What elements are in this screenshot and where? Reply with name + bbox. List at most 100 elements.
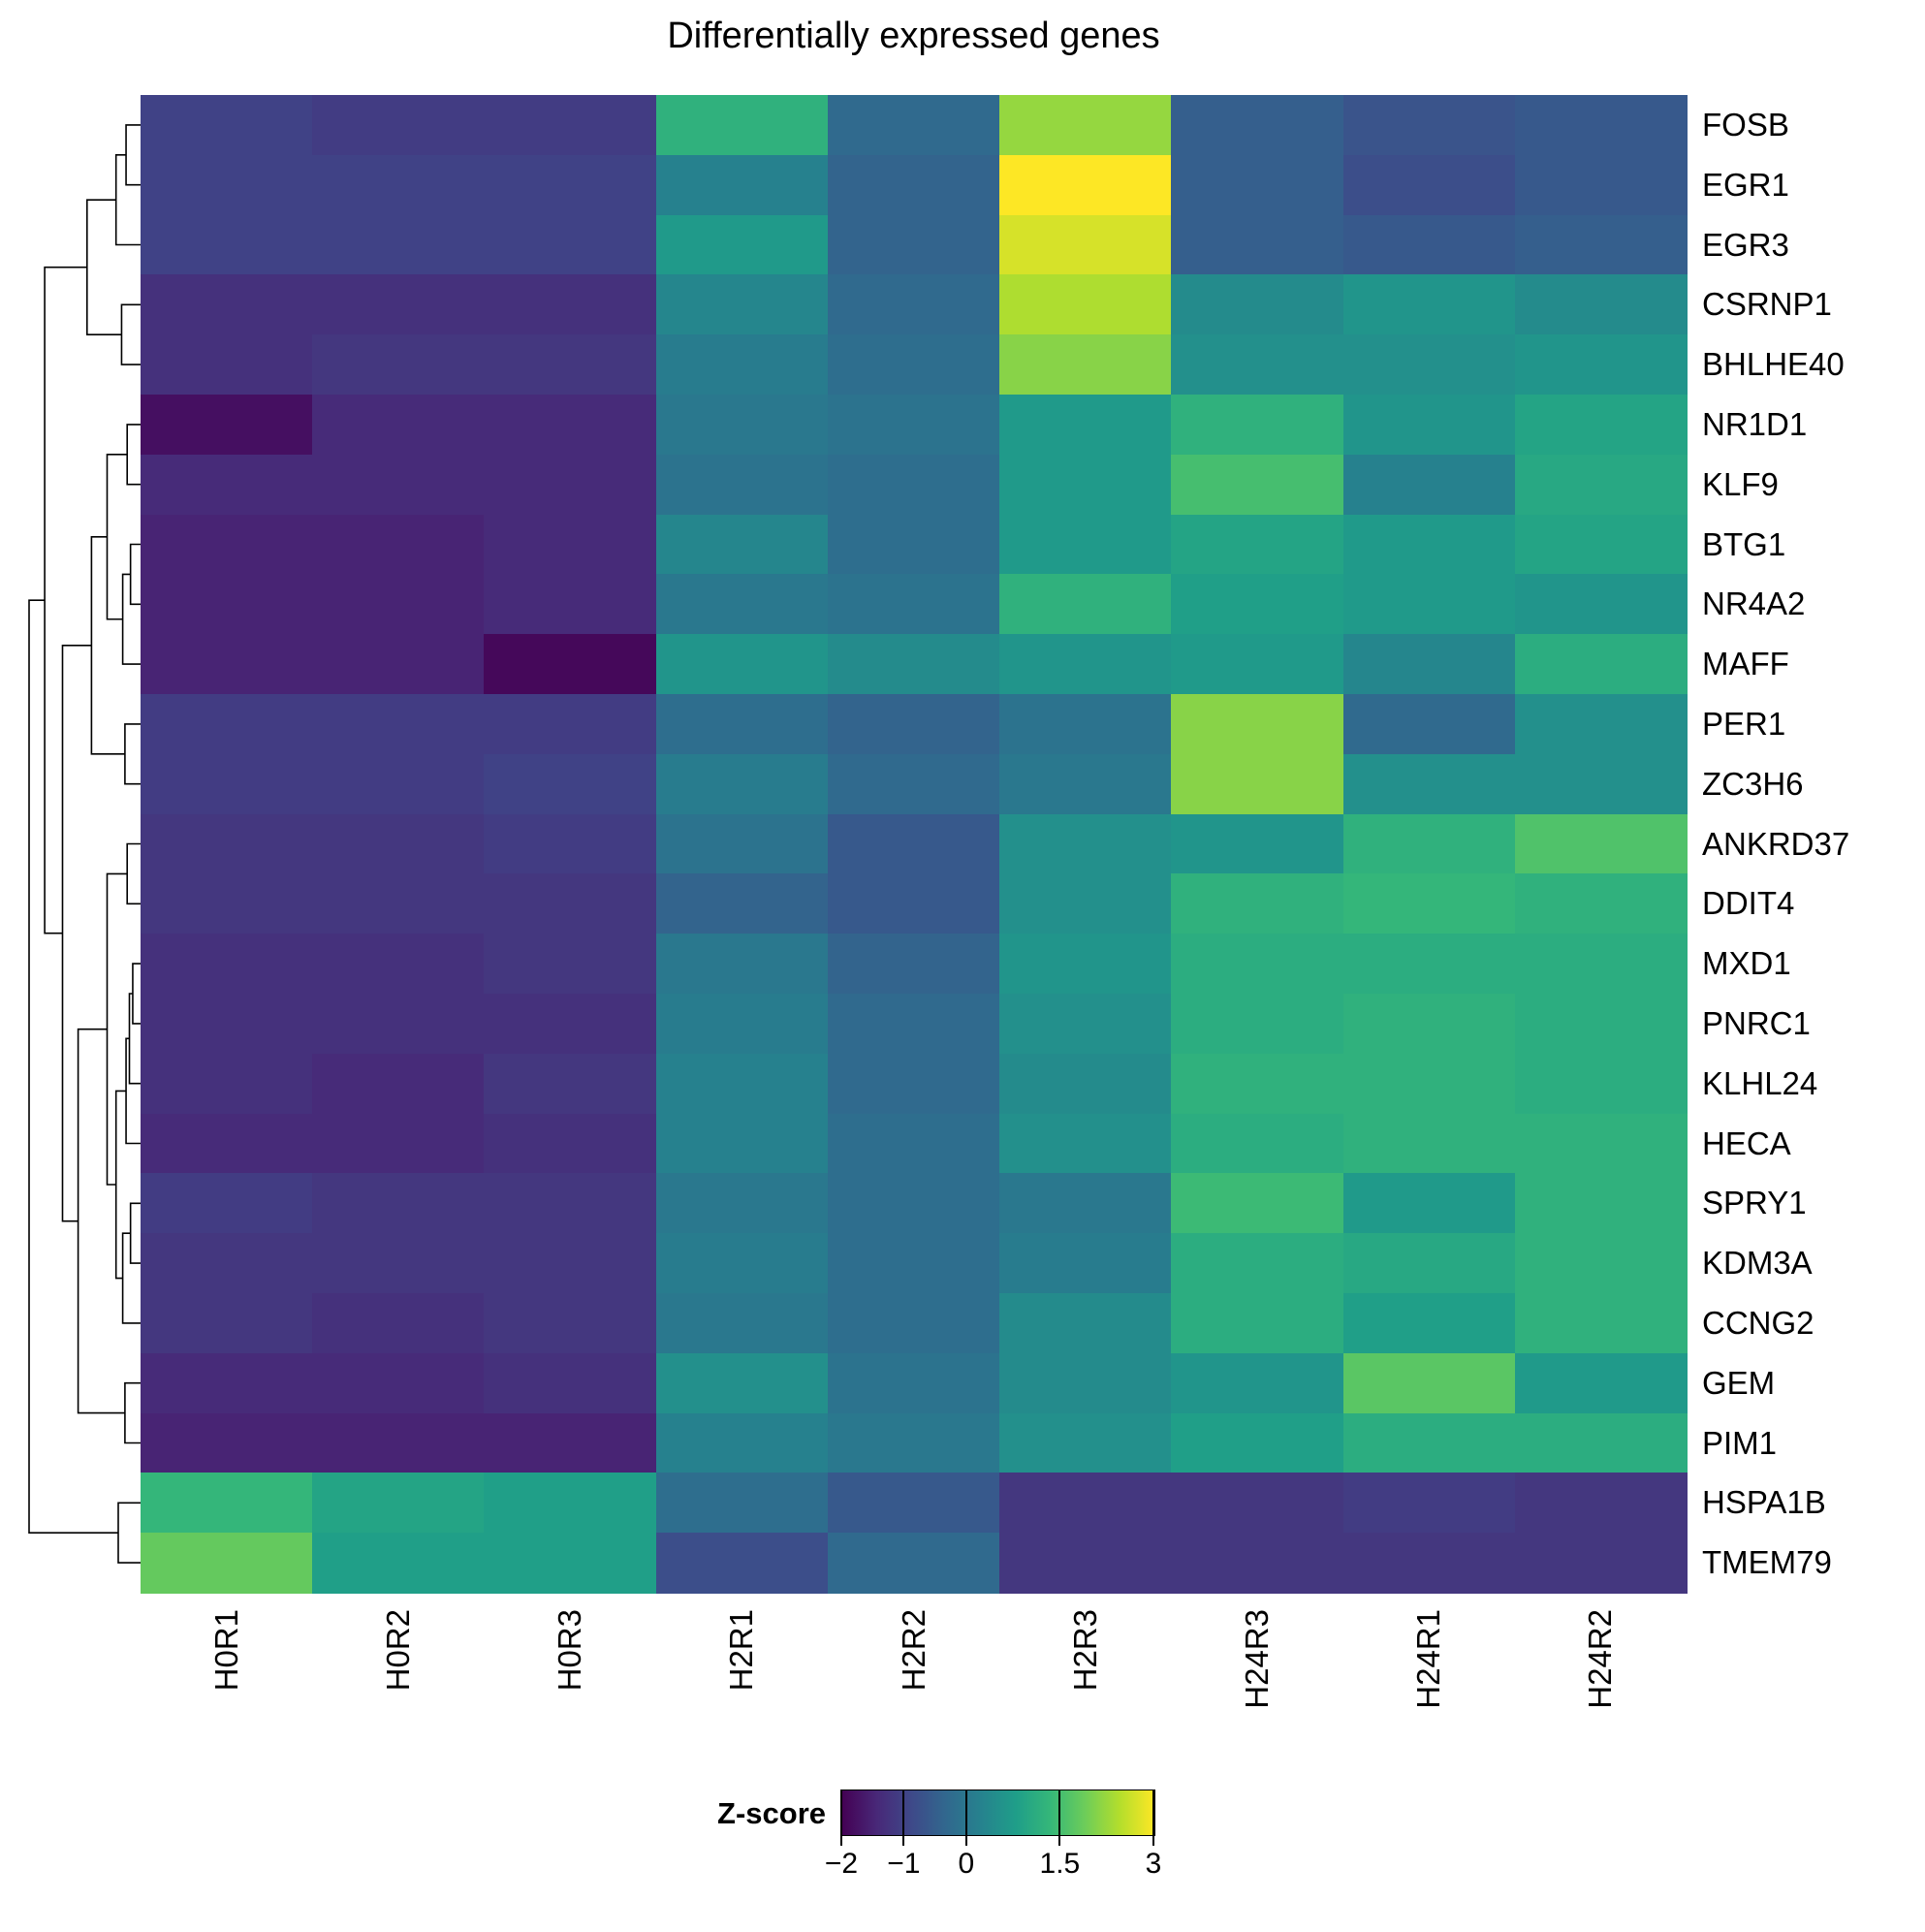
heatmap-cell	[484, 694, 657, 755]
heatmap-cell	[141, 813, 313, 874]
heatmap-cell	[1342, 154, 1516, 216]
row-label: PER1	[1702, 705, 1786, 742]
heatmap-cell	[141, 1293, 313, 1354]
row-label: BHLHE40	[1702, 346, 1845, 383]
heatmap-cell	[1514, 154, 1688, 216]
legend-tick-label: 3	[1145, 1848, 1162, 1880]
legend-tick	[902, 1789, 905, 1846]
heatmap-cell	[1342, 95, 1516, 156]
heatmap-cell	[1514, 753, 1688, 815]
column-label: H24R2	[1582, 1609, 1619, 1709]
heatmap-cell	[1514, 454, 1688, 516]
heatmap-cell	[1514, 95, 1688, 156]
heatmap-cell	[1514, 813, 1688, 874]
heatmap-cell	[999, 694, 1172, 755]
heatmap-cell	[484, 873, 657, 934]
row-label: HSPA1B	[1702, 1484, 1826, 1521]
heatmap-cell	[655, 1233, 829, 1294]
row-label: SPRY1	[1702, 1185, 1807, 1221]
heatmap-cell	[484, 994, 657, 1055]
heatmap-cell	[141, 154, 313, 216]
heatmap-cell	[1342, 1053, 1516, 1115]
heatmap-cell	[827, 1233, 1000, 1294]
legend-tick	[1152, 1789, 1154, 1846]
column-label: H24R1	[1410, 1609, 1447, 1709]
heatmap-cell	[1342, 1233, 1516, 1294]
heatmap-cell	[484, 274, 657, 335]
heatmap-cell	[141, 934, 313, 995]
heatmap-cell	[312, 1412, 486, 1473]
heatmap-cell	[141, 1173, 313, 1234]
heatmap-cell	[999, 1293, 1172, 1354]
heatmap-cell	[655, 694, 829, 755]
heatmap-cell	[827, 395, 1000, 456]
heatmap-cell	[312, 753, 486, 815]
heatmap-cell	[1342, 214, 1516, 275]
heatmap-cell	[1342, 1412, 1516, 1473]
heatmap-cell	[1171, 813, 1344, 874]
heatmap-cell	[312, 574, 486, 635]
heatmap-cell	[484, 214, 657, 275]
heatmap-cell	[141, 1053, 313, 1115]
heatmap-cell	[655, 514, 829, 575]
heatmap-cell	[312, 154, 486, 216]
column-label: H24R3	[1238, 1609, 1275, 1709]
legend-tick-label: 1.5	[1039, 1848, 1081, 1880]
column-label: H2R3	[1066, 1609, 1103, 1692]
heatmap-cell	[484, 1113, 657, 1174]
heatmap-cell	[484, 934, 657, 995]
heatmap-cell	[827, 873, 1000, 934]
heatmap-cell	[484, 1533, 657, 1594]
heatmap-cell	[1171, 1053, 1344, 1115]
heatmap-cell	[999, 1113, 1172, 1174]
heatmap-cell	[141, 95, 313, 156]
heatmap-cell	[1171, 1293, 1344, 1354]
heatmap-cell	[655, 1293, 829, 1354]
heatmap-cell	[999, 214, 1172, 275]
row-label: CCNG2	[1702, 1304, 1815, 1341]
heatmap-cell	[827, 634, 1000, 695]
heatmap-cell	[312, 454, 486, 516]
heatmap-cell	[1342, 1293, 1516, 1354]
heatmap-cell	[484, 1412, 657, 1473]
heatmap-cell	[1514, 634, 1688, 695]
heatmap-cell	[1171, 934, 1344, 995]
heatmap-cell	[999, 1233, 1172, 1294]
heatmap-cell	[484, 514, 657, 575]
heatmap-cell	[484, 454, 657, 516]
heatmap-cell	[484, 1053, 657, 1115]
heatmap-cell	[141, 753, 313, 815]
heatmap-cell	[655, 1473, 829, 1534]
heatmap-cell	[484, 154, 657, 216]
heatmap-cell	[312, 1533, 486, 1594]
heatmap-cell	[312, 95, 486, 156]
heatmap-cell	[1342, 753, 1516, 815]
row-label: HECA	[1702, 1124, 1791, 1161]
heatmap-cell	[655, 873, 829, 934]
heatmap-cell	[484, 634, 657, 695]
heatmap-cell	[827, 753, 1000, 815]
heatmap-cell	[1171, 214, 1344, 275]
heatmap-cell	[312, 395, 486, 456]
row-label: ANKRD37	[1702, 825, 1850, 862]
heatmap-cell	[1171, 154, 1344, 216]
legend-tick	[1058, 1789, 1061, 1846]
legend-tick	[840, 1789, 842, 1846]
heatmap-cell	[312, 1352, 486, 1414]
row-label: PIM1	[1702, 1424, 1778, 1461]
heatmap-cell	[999, 1173, 1172, 1234]
heatmap-cell	[1514, 334, 1688, 396]
heatmap-cell	[141, 1412, 313, 1473]
heatmap-cell	[312, 1233, 486, 1294]
heatmap-cell	[999, 1412, 1172, 1473]
column-label: H2R2	[895, 1609, 931, 1692]
heatmap-cell	[999, 1533, 1172, 1594]
heatmap-cell	[312, 214, 486, 275]
heatmap-cell	[827, 574, 1000, 635]
heatmap-cell	[1514, 1533, 1688, 1594]
heatmap-cell	[655, 753, 829, 815]
row-dendrogram	[28, 124, 141, 1564]
heatmap-cell	[1171, 1473, 1344, 1534]
heatmap-cell	[655, 1113, 829, 1174]
heatmap-cell	[312, 274, 486, 335]
